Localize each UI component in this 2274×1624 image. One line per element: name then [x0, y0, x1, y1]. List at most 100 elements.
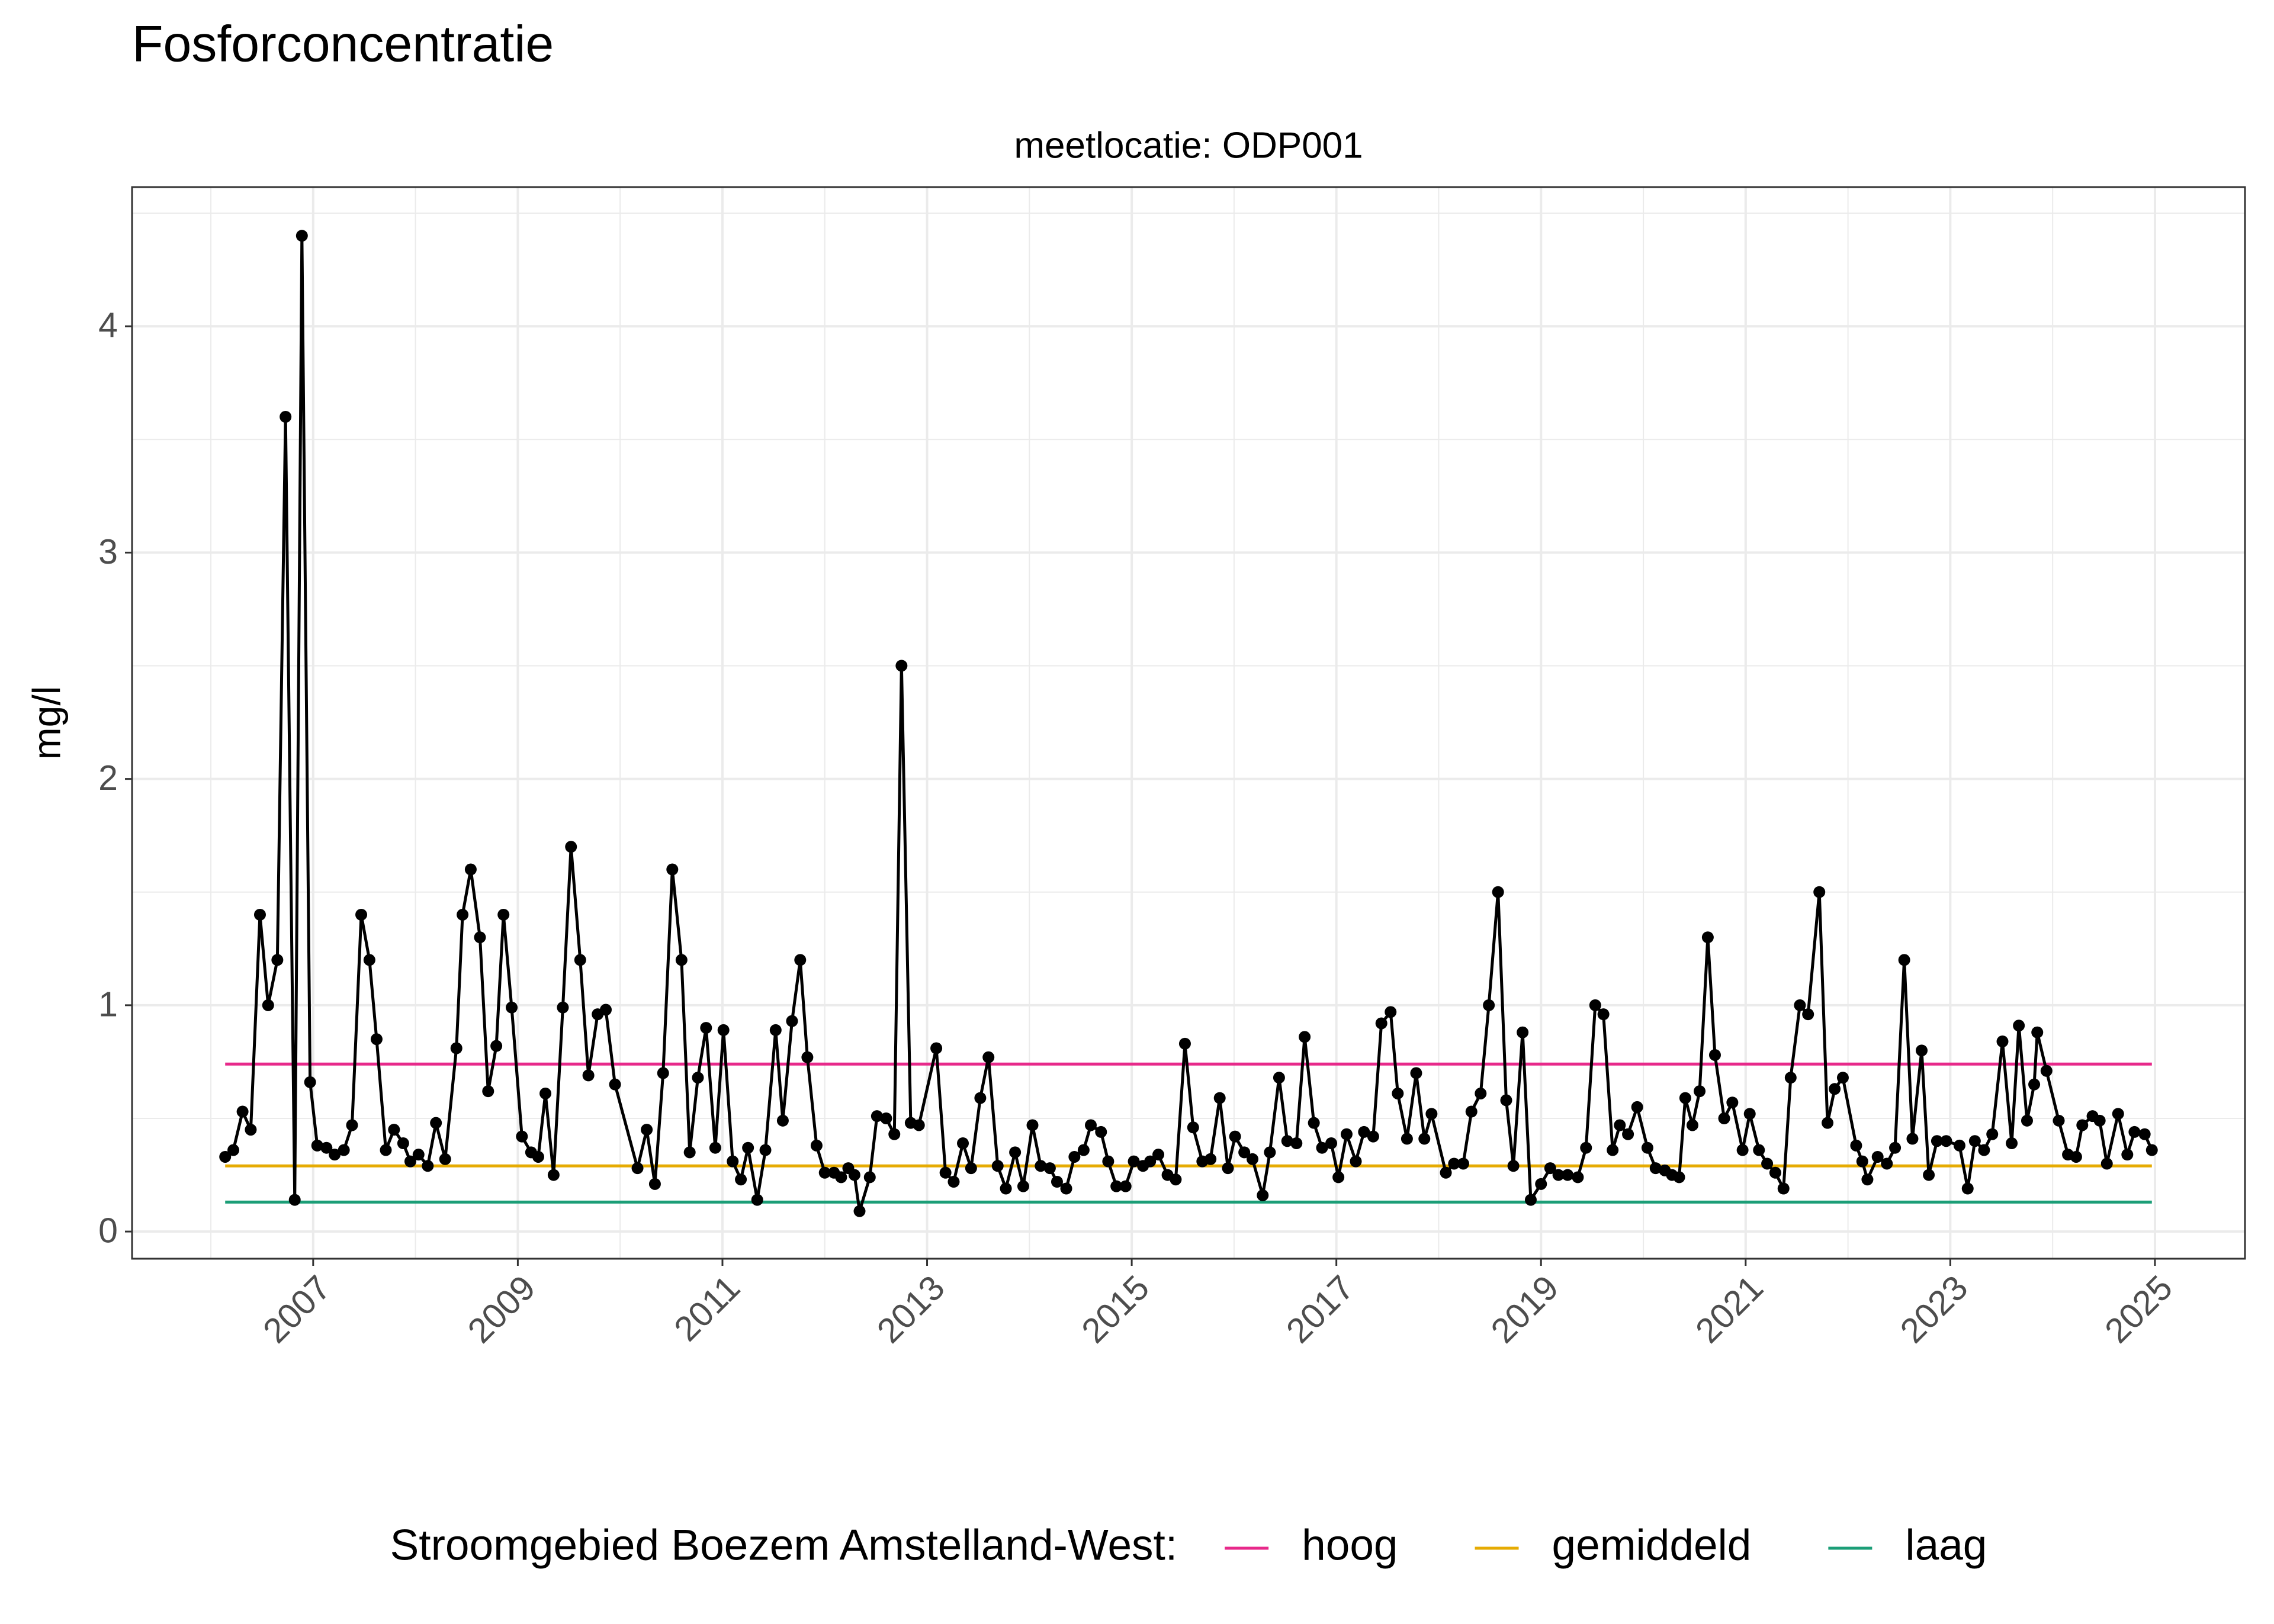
data-point [1861, 1173, 1874, 1186]
data-point [1996, 1035, 2009, 1048]
data-point [1829, 1083, 1841, 1095]
data-point [236, 1105, 249, 1118]
data-point [1679, 1092, 1691, 1104]
data-point [422, 1160, 434, 1172]
data-point [801, 1051, 814, 1063]
data-point [1084, 1119, 1097, 1131]
data-point [474, 931, 486, 944]
data-point [1187, 1121, 1199, 1134]
data-point [2138, 1128, 2151, 1140]
data-point [1410, 1067, 1422, 1079]
panel-border [131, 186, 2246, 1260]
data-point [2128, 1125, 2141, 1138]
y-tick-label: 1 [98, 985, 118, 1024]
data-point [482, 1085, 494, 1098]
data-point [1367, 1130, 1379, 1143]
data-point [262, 999, 274, 1011]
data-point [913, 1119, 925, 1131]
data-point [1986, 1128, 1999, 1140]
data-point [1325, 1137, 1338, 1150]
data-point [430, 1117, 442, 1129]
data-point [370, 1033, 383, 1046]
data-point [1850, 1139, 1862, 1152]
data-point [1673, 1171, 1685, 1184]
data-point [735, 1173, 747, 1186]
data-point [1246, 1153, 1258, 1165]
data-point [648, 1178, 661, 1190]
data-point [700, 1022, 712, 1034]
data-point [2053, 1114, 2065, 1127]
y-tick-label: 0 [98, 1211, 118, 1250]
data-point [1968, 1135, 1981, 1147]
data-point [1961, 1182, 1974, 1195]
data-point [2121, 1149, 2134, 1161]
data-point [1170, 1173, 1182, 1186]
data-point [2021, 1114, 2033, 1127]
data-point [582, 1069, 595, 1082]
y-axis-label: mg/l [24, 686, 68, 760]
data-point [1923, 1169, 1935, 1181]
data-point [1465, 1105, 1478, 1118]
data-point [1281, 1135, 1293, 1147]
data-point [539, 1087, 552, 1099]
data-point [1649, 1162, 1662, 1175]
data-point [1290, 1137, 1303, 1150]
data-point [895, 660, 908, 672]
data-point [397, 1137, 409, 1150]
data-point [609, 1078, 621, 1091]
data-point [1178, 1037, 1191, 1050]
data-point [1350, 1155, 1362, 1168]
data-point [751, 1194, 763, 1206]
data-point [1229, 1130, 1241, 1143]
data-point [320, 1141, 333, 1154]
data-point [1580, 1141, 1592, 1154]
data-point [1500, 1094, 1512, 1107]
data-point [888, 1128, 901, 1140]
data-point [2093, 1114, 2106, 1127]
data-point [759, 1144, 772, 1156]
data-point [1110, 1180, 1123, 1192]
data-point [1102, 1155, 1114, 1168]
data-point [1753, 1144, 1765, 1156]
data-point [1822, 1117, 1834, 1129]
data-point [1035, 1160, 1047, 1172]
data-point [1856, 1155, 1868, 1168]
data-point [1507, 1160, 1520, 1172]
data-point [288, 1194, 301, 1206]
data-point [1418, 1133, 1431, 1145]
data-point [464, 863, 477, 876]
data-point [1802, 1008, 1814, 1021]
data-point [1701, 931, 1714, 944]
data-point [497, 908, 510, 921]
data-point [1385, 1006, 1397, 1018]
data-point [1440, 1166, 1452, 1179]
data-point [1607, 1144, 1619, 1156]
data-point [1622, 1128, 1634, 1140]
data-point [930, 1042, 943, 1054]
data-point [1813, 886, 1826, 898]
data-point [974, 1092, 987, 1104]
data-point [1517, 1026, 1529, 1038]
data-point [346, 1119, 358, 1131]
data-point [329, 1149, 341, 1161]
data-point [2006, 1137, 2018, 1150]
data-point [280, 410, 292, 423]
data-point [565, 841, 577, 853]
data-point [727, 1155, 739, 1168]
data-point [1457, 1157, 1469, 1170]
data-point [1238, 1146, 1251, 1159]
data-point [1614, 1119, 1626, 1131]
data-point [271, 954, 284, 966]
data-point [1784, 1072, 1797, 1084]
data-point [1009, 1146, 1022, 1159]
data-point [1708, 1049, 1721, 1061]
data-point [404, 1155, 416, 1168]
data-point [227, 1144, 240, 1156]
data-point [388, 1124, 400, 1136]
subtitle: meetlocatie: ODP001 [1014, 125, 1363, 166]
data-point [982, 1051, 995, 1063]
data-point [1978, 1144, 1990, 1156]
data-point [219, 1150, 232, 1163]
data-point [1726, 1096, 1739, 1109]
